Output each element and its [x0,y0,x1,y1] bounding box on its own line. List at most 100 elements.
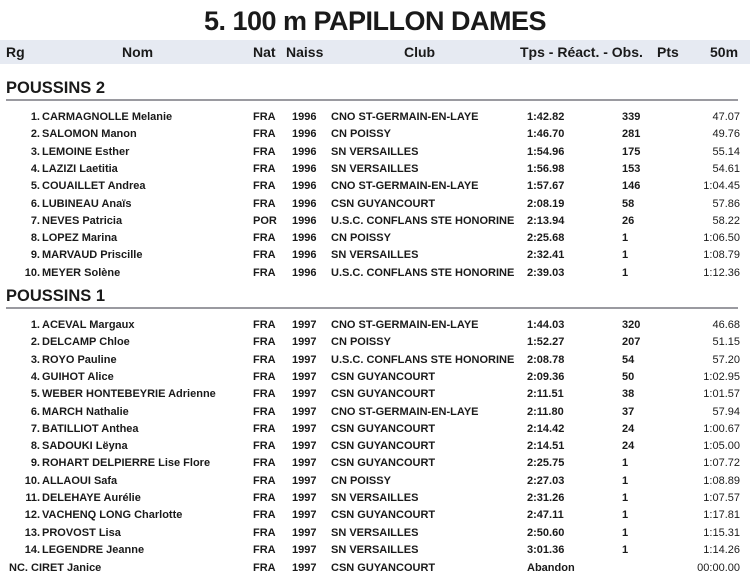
swimmer-name: COUAILLET Andrea [42,180,146,193]
birth-year: 1997 [292,440,317,453]
club-name: SN VERSAILLES [331,492,419,504]
birth-year: 1996 [292,214,317,227]
birth-year: 1996 [292,266,317,279]
col-rg: Rg [6,44,25,60]
result-row: 7. BATILLIOT Anthea FRA 1997 CSN GUYANCOURT 2… [0,423,750,440]
club-name: SN VERSAILLES [331,543,419,556]
result-row: 7. NEVES Patricia POR 1996 U.S.C. CONFLANS S… [0,215,750,232]
nationality: FRA [253,526,276,539]
swimmer-name: LEGENDRE Jeanne [42,543,145,556]
club-name: CSN GUYANCOURT [331,457,436,470]
nationality: FRA [253,336,276,349]
split-50m: 51.15 [712,336,740,349]
nationality: FRA [253,562,276,575]
split-50m: 1:17.81 [703,509,740,522]
final-time: 2:32.41 [527,249,565,262]
col-nom: Nom [122,44,154,60]
section-divider [6,307,738,309]
birth-year: 1997 [292,319,317,331]
final-time: 2:09.36 [527,370,565,383]
rank: 10. [24,474,40,487]
result-row: 5. COUAILLET Andrea FRA 1996 CNO ST-GERMAIN-… [0,180,750,197]
final-time: 2:27.03 [527,474,565,487]
points: 50 [622,370,635,383]
final-time: 1:42.82 [527,111,565,123]
birth-year: 1997 [292,457,317,470]
club-name: CN POISSY [331,474,391,487]
birth-year: 1997 [292,370,317,383]
split-50m: 1:14.26 [703,543,740,556]
result-row: 8. SADOUKI Lëyna FRA 1997 CSN GUYANCOURT 2:14… [0,440,750,457]
points: 1 [622,526,629,539]
points: 153 [622,162,641,175]
rank: 13. [24,526,40,539]
result-row: 3. ROYO Pauline FRA 1997 U.S.C. CONFLANS STE… [0,354,750,371]
club-name: CNO ST-GERMAIN-EN-LAYE [331,111,479,123]
final-time: 2:11.51 [527,388,564,401]
final-time: 1:56.98 [527,162,565,175]
club-name: CNO ST-GERMAIN-EN-LAYE [331,180,479,193]
nationality: FRA [253,249,276,262]
split-50m: 00:00.00 [697,562,740,575]
rank: 7. [30,214,40,227]
result-row: 4. GUIHOT Alice FRA 1997 CSN GUYANCOURT 2:09.… [0,371,750,388]
nationality: FRA [253,111,276,123]
rank: 6. [30,197,40,210]
col-50m: 50m [710,44,739,60]
club-name: SN VERSAILLES [331,145,419,158]
nationality: FRA [253,197,276,210]
points: 281 [622,128,641,141]
birth-year: 1997 [292,405,317,418]
club-name: U.S.C. CONFLANS STE HONORINE [331,266,515,279]
swimmer-name: MARVAUD Priscille [42,249,143,262]
nationality: FRA [253,370,276,383]
result-row: 10. MEYER Solène FRA 1996 U.S.C. CONFLANS ST… [0,267,750,284]
final-time: 2:13.94 [527,214,565,227]
result-row: 12. VACHENQ LONG Charlotte FRA 1997 CSN GUYA… [0,509,750,526]
final-time: 2:39.03 [527,266,565,279]
rank: 8. [30,232,40,245]
rank: 12. [24,509,40,522]
club-name: CSN GUYANCOURT [331,509,436,522]
final-time: 1:54.96 [527,145,565,158]
club-name: SN VERSAILLES [331,162,419,175]
birth-year: 1997 [292,492,317,504]
final-time: 2:25.68 [527,232,565,245]
club-name: CN POISSY [331,128,391,141]
rank: 8. [30,440,40,453]
nationality: FRA [253,543,276,556]
col-nat: Nat [253,44,276,60]
birth-year: 1997 [292,474,317,487]
club-name: CSN GUYANCOURT [331,388,436,401]
points: 1 [622,232,629,245]
swimmer-name: MARCH Nathalie [42,405,129,418]
nationality: FRA [253,422,276,435]
swimmer-name: BATILLIOT Anthea [42,422,139,435]
club-name: CNO ST-GERMAIN-EN-LAYE [331,405,479,418]
result-row: 2. SALOMON Manon FRA 1996 CN POISSY 1:46.70 28… [0,128,750,145]
split-50m: 1:12.36 [703,266,740,279]
nationality: FRA [253,405,276,418]
split-50m: 1:01.57 [703,388,740,401]
nationality: FRA [253,353,276,366]
nationality: FRA [253,319,276,331]
split-50m: 1:15.31 [703,526,740,539]
points: 1 [622,492,629,504]
nationality: FRA [253,457,276,470]
result-row: 10. ALLAOUI Safa FRA 1997 CN POISSY 2:27.03 1 1… [0,475,750,492]
swimmer-name: WEBER HONTEBEYRIE Adrienne [42,388,216,401]
rank: 9. [30,249,40,262]
rank: 11. [25,492,40,504]
final-time: 2:25.75 [527,457,565,470]
nationality: FRA [253,440,276,453]
birth-year: 1997 [292,388,317,401]
result-row: 3. LEMOINE Esther FRA 1996 SN VERSAILLES 1:54… [0,146,750,163]
birth-year: 1997 [292,526,317,539]
points: 146 [622,180,641,193]
col-pts: Pts [657,44,679,60]
split-50m: 55.14 [712,145,740,158]
result-row: 6. LUBINEAU Anaïs FRA 1996 CSN GUYANCOURT 2:0… [0,198,750,215]
rank: 6. [30,405,40,418]
points: 37 [622,405,635,418]
